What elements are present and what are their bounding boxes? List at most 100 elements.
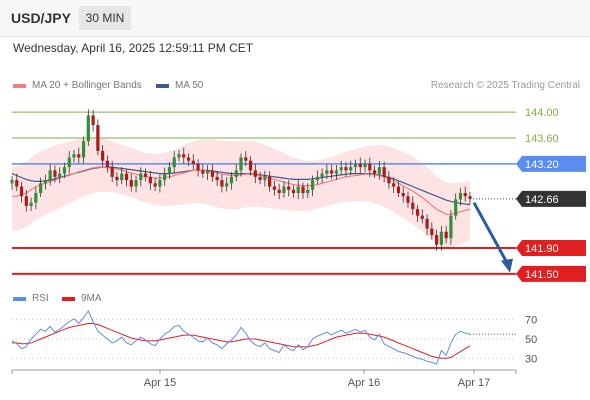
candle-body	[191, 160, 195, 164]
level-lines	[12, 111, 516, 275]
ma20-swatch	[13, 83, 26, 88]
forecast-arrow-shaft	[472, 201, 510, 266]
candle-body	[239, 157, 243, 171]
legend-ma50-label: MA 50	[175, 80, 204, 91]
candle-body	[172, 157, 176, 168]
candle-body	[392, 183, 396, 187]
candle-body	[72, 154, 76, 158]
rsi-9ma-line	[12, 323, 471, 359]
level-label-141.90: 141.90	[525, 243, 559, 255]
candle-body	[229, 176, 234, 184]
candle-body	[325, 170, 329, 174]
top-bar: USD/JPY 30 MIN	[0, 0, 590, 37]
rsi-tick-70: 70	[525, 315, 537, 327]
candle-body	[53, 170, 57, 177]
candle-body	[463, 193, 467, 197]
symbol-title: USD/JPY	[11, 10, 71, 26]
level-tag-143.20	[516, 155, 586, 172]
candle-body	[334, 170, 339, 174]
candle-body	[129, 180, 133, 187]
candle-body	[91, 115, 95, 126]
candle-body	[186, 157, 191, 161]
candle-body	[220, 180, 224, 187]
candle-body	[225, 183, 229, 187]
ma50-swatch	[156, 83, 169, 88]
candle-body	[272, 186, 276, 190]
candle-body	[196, 163, 200, 171]
candle-body	[148, 176, 152, 184]
rsi-swatch	[13, 296, 26, 301]
candle-body	[377, 167, 381, 174]
level-label-141.50: 141.50	[525, 269, 559, 281]
candle-body	[282, 186, 286, 193]
candle-body	[296, 186, 300, 193]
candle-body	[358, 163, 362, 168]
level-tag-142.66	[516, 190, 586, 207]
candle-body	[372, 170, 377, 174]
rsi-line	[11, 309, 471, 365]
legend-rsi-label: RSI	[32, 293, 49, 304]
candle-body	[287, 186, 291, 190]
candle-body	[268, 176, 272, 187]
candle-body	[339, 167, 343, 171]
candle-body	[382, 167, 386, 177]
candle-body	[396, 186, 401, 193]
candle-body	[353, 163, 358, 168]
candle-body	[167, 167, 172, 174]
candle-body	[134, 180, 138, 187]
candle-body	[39, 183, 43, 193]
candle-body	[430, 228, 434, 236]
legend-9ma: 9MA	[62, 293, 102, 304]
candle-body	[120, 173, 124, 181]
candle-body	[468, 196, 472, 199]
legend-ma50: MA 50	[156, 80, 203, 91]
candle-body	[29, 202, 33, 206]
candle-body	[420, 215, 424, 219]
candle-body	[301, 186, 305, 193]
candle-body	[411, 202, 415, 210]
candle-body	[215, 176, 219, 181]
candle-body	[306, 189, 310, 193]
candle-body	[253, 170, 257, 177]
level-label-143.60: 143.60	[525, 133, 559, 145]
candle-body	[96, 125, 100, 151]
candle-body	[115, 176, 119, 181]
candle-body	[454, 199, 458, 216]
level-label-143.20: 143.20	[525, 159, 559, 171]
forecast-arrow-head	[501, 258, 513, 273]
candle-body	[401, 193, 405, 197]
candle-body	[444, 231, 448, 239]
chart-timestamp: Wednesday, April 16, 2025 12:59:11 PM CE…	[13, 41, 254, 55]
candle-body	[206, 170, 210, 174]
candle-body	[210, 170, 214, 177]
candle-body	[449, 215, 453, 239]
candle-body	[15, 180, 19, 187]
candle-body	[62, 167, 67, 174]
x-tick-label-Apr 15: Apr 15	[144, 377, 176, 389]
forecast-arrow	[472, 201, 513, 273]
legend-9ma-label: 9MA	[81, 293, 102, 304]
candle-body	[153, 183, 157, 187]
candle-body	[291, 189, 296, 193]
level-label-142.66: 142.66	[525, 194, 559, 206]
candle-body	[124, 173, 129, 181]
candle-body	[143, 173, 148, 177]
candle-body	[77, 154, 81, 158]
candle-body	[86, 115, 90, 142]
candle-body	[258, 176, 262, 181]
candle-body	[139, 173, 143, 181]
candle-body	[110, 167, 114, 177]
x-tick-label-Apr 16: Apr 16	[348, 377, 380, 389]
x-axis: Apr 15 Apr 16 Apr 17	[11, 369, 517, 389]
candle-body	[330, 170, 334, 174]
candle-body	[182, 154, 186, 158]
candle-body	[368, 163, 372, 171]
candle-body	[105, 160, 110, 168]
timeframe-button[interactable]: 30 MIN	[79, 6, 131, 30]
candle-body	[34, 193, 38, 203]
candle-body	[177, 154, 181, 158]
candle-body	[363, 163, 367, 168]
legend-ma20-label: MA 20 + Bollinger Bands	[32, 80, 142, 91]
9ma-swatch	[62, 296, 75, 301]
